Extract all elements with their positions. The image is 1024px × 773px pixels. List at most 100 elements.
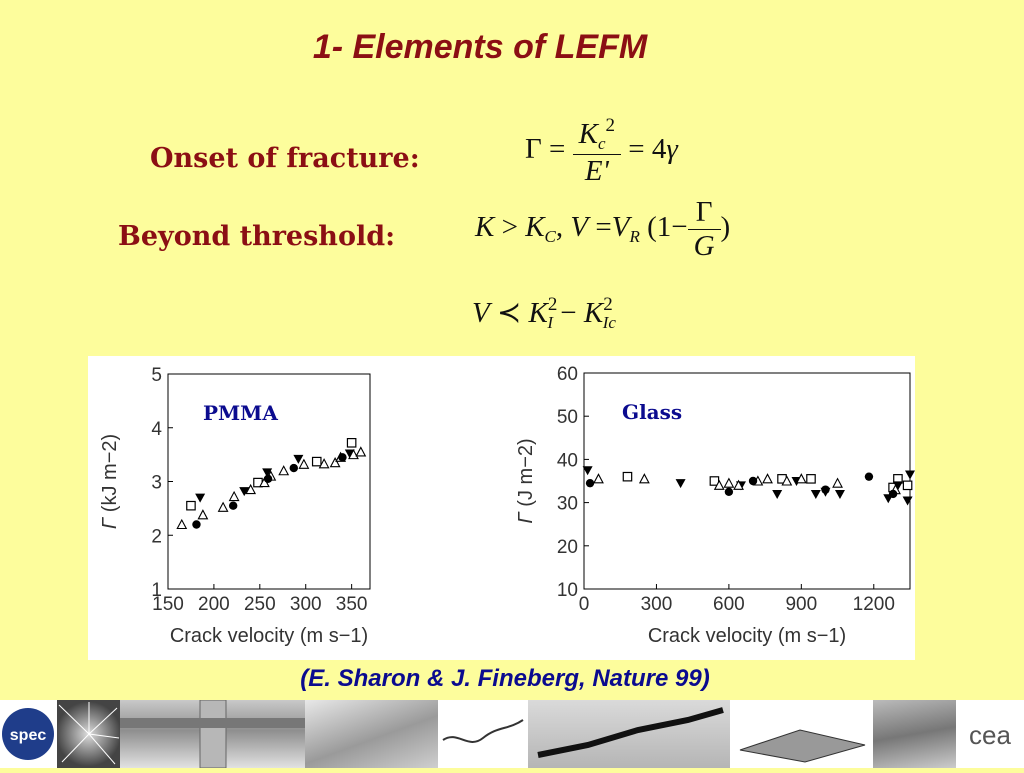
ic-subscript: Ic: [602, 313, 616, 332]
chart-1-data-point-open-triangle: [348, 448, 359, 460]
c-subscript: C: [544, 227, 556, 247]
chart-1-data-point-open-triangle: [197, 509, 209, 520]
r-subscript: R: [629, 227, 640, 247]
chart-1-data-point-open-triangle: [329, 457, 341, 468]
cracked-glass-image: [57, 700, 120, 768]
chart-2-data-point-filled-circle: [585, 478, 595, 488]
onset-label: Onset of fracture:: [150, 143, 420, 174]
chart-1-annotation-label: PMMA: [203, 401, 278, 425]
precedes-sign: ≺: [496, 297, 522, 329]
surface-energy-symbol: γ: [666, 133, 678, 166]
chart-1-x-tick-label: 250: [244, 594, 276, 615]
wavy-surface-image: [873, 700, 956, 768]
chart-2-x-tick-label: 900: [785, 594, 817, 615]
gamma-symbol: Γ: [525, 133, 542, 166]
chart-2-data-point-filled-down-triangle: [905, 470, 915, 480]
chart-2-data-point-filled-down-triangle: [675, 479, 686, 489]
chart-2-data-point-filled-circle: [864, 472, 874, 481]
chart-2-data-point-open-triangle: [781, 475, 793, 486]
chart-2-data-point-open-triangle: [638, 473, 650, 484]
chart-1-data-point-open-triangle: [228, 490, 240, 502]
chart-1-x-tick-label: 150: [152, 594, 184, 615]
kic-symbol: K: [583, 297, 604, 329]
chart-2-data-point-filled-down-triangle: [902, 496, 913, 506]
chart-1-x-tick-label: 350: [336, 594, 368, 615]
v-symbol: V: [472, 297, 490, 329]
k-symbol: K: [578, 118, 598, 150]
crack-front-image: [528, 700, 730, 768]
cea-logo: cea: [956, 700, 1024, 768]
chart-2-data-point-filled-down-triangle: [772, 489, 783, 499]
threshold-equation: K > KC, V =VR (1− Γ G): [475, 196, 730, 263]
chart-1-data-point-filled-circle: [263, 474, 273, 484]
chart-2-data-point-filled-circle: [748, 476, 758, 486]
chart-1-y-tick-label: 3: [151, 473, 162, 494]
chart-2-x-tick-label: 600: [713, 594, 745, 615]
chart-1-x-axis-label: Crack velocity (m s−1): [170, 625, 368, 647]
chart-1-data-point-open-square: [346, 437, 357, 448]
chart-2-x-tick-label: 300: [641, 594, 673, 615]
c-subscript: c: [597, 134, 606, 153]
chart-2-data-point-filled-circle: [724, 487, 734, 496]
chart-1-data-point-filled-circle: [228, 501, 238, 510]
equals-sign-2: =: [628, 133, 645, 166]
svg-text:spec: spec: [10, 727, 47, 744]
chart-1-data-point-filled-down-triangle: [195, 493, 206, 503]
chart-2-data-point-filled-down-triangle: [834, 489, 845, 499]
svg-text:cea: cea: [969, 720, 1011, 750]
chart-2-data-point-open-triangle: [832, 477, 843, 488]
v-symbol: V: [570, 211, 589, 244]
image-strip: spec cea: [0, 699, 1024, 769]
open-paren-one-minus: (1−: [647, 211, 688, 244]
chart-1-y-tick-label: 5: [151, 365, 162, 386]
chart-2-data-point-filled-down-triangle: [810, 489, 821, 499]
k-symbol: K: [475, 211, 495, 244]
g-denominator: G: [693, 230, 715, 262]
square-superscript: 2: [547, 294, 558, 315]
chart-2-y-tick-label: 40: [557, 450, 578, 471]
gamma-numerator: Γ: [695, 196, 713, 228]
chart-1-y-tick-label: 1: [151, 580, 162, 601]
chart-1-data-point-filled-down-triangle: [239, 487, 250, 497]
chart-1-data-point-open-triangle: [355, 446, 367, 457]
chart-1-y-tick-label: 4: [151, 419, 162, 440]
apparatus-image: [120, 699, 305, 769]
chart-1-x-tick-label: 300: [290, 594, 322, 615]
chart-2-y-tick-label: 50: [557, 407, 578, 428]
onset-equation: Γ = Kc2 E' = 4γ: [525, 115, 678, 188]
chart-1-x-tick-label: 200: [198, 594, 230, 615]
chart-2-x-tick-label: 1200: [853, 594, 895, 615]
chart-1-data-point-open-triangle: [217, 501, 229, 512]
chart-2-x-tick-label: 0: [579, 594, 590, 615]
chart-1-data-point-filled-down-triangle: [262, 468, 273, 478]
beyond-label: Beyond threshold:: [118, 221, 396, 252]
fracture-surface-image: [305, 700, 438, 768]
chart-1-data-point-filled-circle: [289, 463, 298, 473]
plot-panel: 150 200 250 300 350 1 2 3 4 5 Crack velocity (m s−…: [88, 356, 915, 660]
kc-over-e-fraction: Kc2 E': [572, 115, 622, 188]
chart-2-y-axis-label: Γ (J m−2): [515, 438, 537, 523]
greater-than-sign: >: [501, 211, 518, 244]
ki-symbol: K: [528, 297, 548, 329]
chart-1-y-tick-label: 2: [151, 526, 162, 547]
chart-1-data-point-open-triangle: [278, 465, 290, 476]
equals-sign: =: [595, 211, 612, 244]
chart-1-data-point-open-triangle: [298, 458, 310, 469]
equals-sign: =: [549, 133, 566, 166]
chart-2-data-point-filled-circle: [888, 489, 898, 499]
i-subscript: I: [547, 313, 554, 332]
square-superscript-2: 2: [603, 294, 613, 315]
velocity-scaling-equation: V ≺ K2I − K2Ic: [472, 294, 616, 333]
chart-1-data-point-filled-circle: [338, 453, 347, 462]
chart-2-data-point-open-triangle: [762, 473, 773, 484]
vr-symbol: V: [611, 211, 630, 244]
chart-2-data-point-open-square: [806, 474, 816, 484]
chart-2-data-point-open-triangle: [723, 477, 735, 488]
chart-2-x-axis-label: Crack velocity (m s−1): [648, 625, 846, 647]
chart-2-y-tick-label: 20: [557, 537, 578, 558]
minus-sign: −: [560, 297, 577, 329]
chart-2-annotation-label: Glass: [622, 400, 682, 424]
chart-1-data-point-filled-down-triangle: [293, 454, 304, 464]
